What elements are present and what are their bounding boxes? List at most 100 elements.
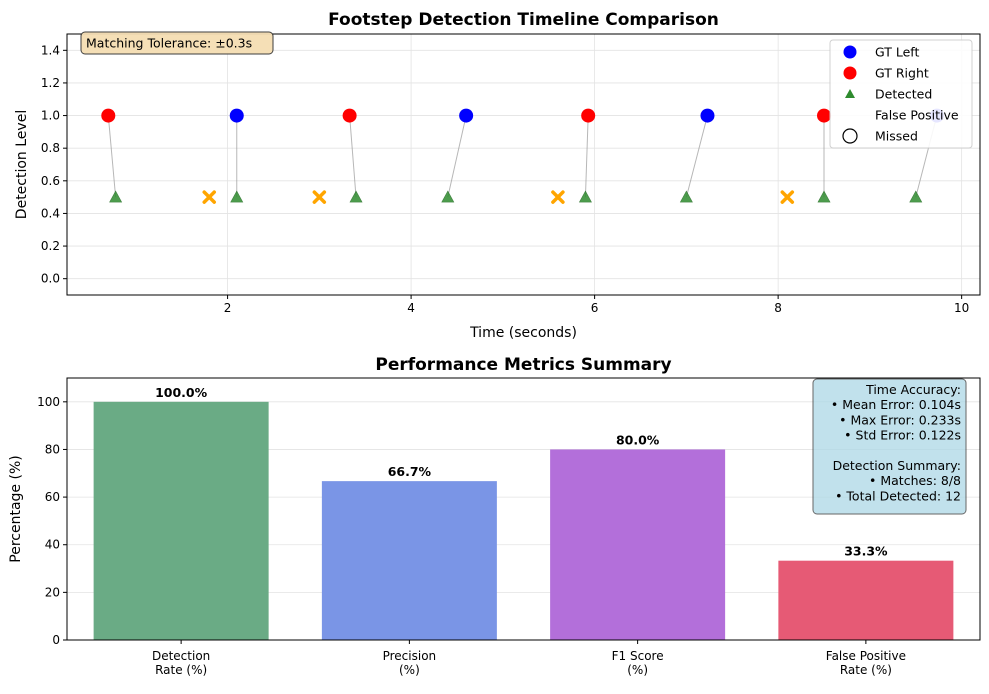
match-line	[349, 115, 357, 198]
x-tick-label-line: (%)	[399, 663, 420, 677]
bar	[93, 401, 269, 640]
legend-marker	[843, 45, 857, 59]
x-tick-label-line: Rate (%)	[155, 663, 207, 677]
bar-value-label: 33.3%	[844, 544, 888, 559]
info-box-bg	[812, 378, 967, 515]
bar-value-label: 80.0%	[616, 432, 660, 447]
legend-item: Missed	[842, 128, 918, 144]
false-positive-point	[780, 190, 795, 204]
legend-marker	[845, 89, 855, 98]
match-line	[685, 115, 708, 198]
y-tick-label: 100	[37, 395, 60, 409]
info-box: Time Accuracy:• Mean Error: 0.104s• Max …	[812, 378, 967, 515]
gt-left-point	[700, 108, 715, 123]
y-tick-label: 60	[45, 490, 60, 504]
y-tick-label: 0.6	[41, 174, 60, 188]
x-axis-label: Time (seconds)	[469, 325, 577, 341]
legend: GT Left GT Right Detected False Positive Mis…	[829, 39, 973, 149]
legend-label: Missed	[875, 129, 918, 144]
legend-marker	[843, 66, 857, 80]
false-positive-stroke	[551, 190, 565, 204]
y-tick-label: 1.4	[41, 43, 60, 57]
detected-point	[441, 190, 455, 203]
legend-label: GT Right	[875, 66, 929, 81]
x-tick-label: False Positive Rate (%)	[826, 649, 906, 677]
x-tick-label: 10	[954, 301, 969, 315]
detected-point	[349, 190, 363, 203]
bar	[550, 449, 726, 640]
chart-title: Footstep Detection Timeline Comparison	[328, 10, 719, 30]
legend-item: Detected	[845, 87, 932, 102]
x-tick-label: 2	[224, 301, 232, 315]
bar-value-label: 66.7%	[388, 464, 432, 479]
false-positive-stroke	[780, 190, 795, 204]
y-tick-label: 1.0	[41, 109, 60, 123]
false-positive-point	[551, 190, 565, 204]
y-tick-label: 0.8	[41, 141, 60, 155]
legend-box	[829, 39, 973, 149]
metrics-chart: 100.0%Detection Rate (%)66.7%Precision (%)…	[8, 355, 981, 677]
x-tick-label: 8	[774, 301, 782, 315]
x-tick-label: Precision (%)	[383, 649, 437, 677]
detected-point	[909, 190, 923, 203]
y-tick-label: 0.0	[41, 272, 60, 286]
y-tick-label: 0	[52, 633, 60, 647]
x-tick-label: F1 Score (%)	[612, 649, 664, 677]
y-tick-label: 0.4	[41, 206, 60, 220]
timeline-chart: 2 4 6 8 10 0.0 0.2 0.4 0.6 0.8 1.0 1.2 1.4 Footstep D…	[14, 10, 981, 341]
y-tick-label: 40	[45, 538, 60, 552]
gt-left-point	[459, 108, 474, 123]
x-tick-label-line: False Positive	[826, 649, 906, 663]
detected-point	[230, 190, 244, 203]
x-tick-label-line: Precision	[383, 649, 437, 663]
y-tick-label: 0.2	[41, 239, 60, 253]
info-box-line: • Max Error: 0.233s	[839, 412, 961, 427]
axes-frame	[66, 377, 981, 641]
x-tick-label-line: Detection	[152, 649, 210, 663]
annotation-box	[80, 31, 274, 55]
legend-marker	[842, 128, 858, 144]
gt-right-point	[817, 108, 832, 123]
x-tick-label: 6	[591, 301, 599, 315]
gt-right-point	[101, 108, 116, 123]
y-axis-label: Percentage (%)	[8, 455, 24, 562]
detected-point	[679, 190, 693, 203]
legend-label: False Positive	[875, 108, 959, 123]
bar-value-label: 100.0%	[155, 385, 208, 400]
info-box-line: • Matches: 8/8	[869, 473, 961, 488]
false-positive-stroke	[202, 190, 216, 204]
x-tick-label-line: F1 Score	[612, 649, 664, 663]
x-tick-label-line: Rate (%)	[840, 663, 892, 677]
gt-right-point	[342, 108, 357, 123]
bar	[778, 560, 954, 640]
gt-right-point	[581, 108, 596, 123]
y-tick-label: 1.2	[41, 76, 60, 90]
legend-item: GT Left	[843, 45, 919, 60]
x-tick-label: 4	[407, 301, 415, 315]
legend-item: False Positive	[875, 108, 959, 123]
detected-point	[817, 190, 831, 203]
x-tick-label-line: (%)	[627, 663, 648, 677]
chart-title: Performance Metrics Summary	[375, 355, 671, 375]
legend-item: GT Right	[843, 66, 929, 81]
info-box-line: • Mean Error: 0.104s	[831, 397, 961, 412]
info-box-line: Detection Summary:	[833, 458, 961, 473]
match-line	[107, 115, 117, 198]
false-positive-point	[312, 190, 327, 204]
false-positive-point	[202, 190, 216, 204]
false-positive-stroke	[312, 190, 327, 204]
detected-point	[109, 190, 123, 203]
y-axis-label: Detection Level	[14, 110, 30, 219]
x-tick-label: Detection Rate (%)	[152, 649, 210, 677]
legend-label: GT Left	[875, 45, 919, 60]
info-box-line: Time Accuracy:	[865, 382, 961, 397]
info-box-line: • Total Detected: 12	[835, 488, 961, 503]
detected-point	[578, 190, 592, 203]
bar	[321, 481, 497, 640]
y-tick-label: 20	[45, 585, 60, 599]
tolerance-annotation: Matching Tolerance: ±0.3s	[80, 31, 274, 55]
axes-frame	[66, 33, 981, 296]
info-box-line: • Std Error: 0.122s	[844, 428, 961, 443]
